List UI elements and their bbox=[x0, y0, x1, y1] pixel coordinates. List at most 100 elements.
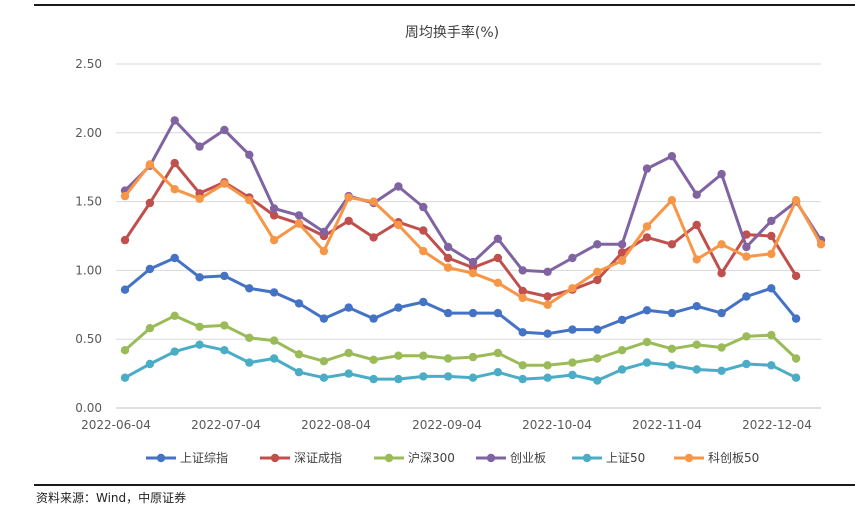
y-tick-label: 1.50 bbox=[75, 195, 102, 209]
data-point bbox=[245, 358, 254, 367]
data-point bbox=[717, 308, 726, 318]
data-point bbox=[518, 361, 527, 370]
data-point bbox=[543, 292, 552, 301]
x-axis: 2022-06-04 2022-07-04 2022-08-04 2022-09-04… bbox=[81, 407, 821, 432]
x-tick-label: 2022-12-04 bbox=[742, 418, 812, 432]
data-point bbox=[369, 233, 378, 242]
series-上证50 bbox=[120, 340, 801, 385]
data-point bbox=[220, 271, 229, 281]
x-tick-label: 2022-06-04 bbox=[81, 418, 151, 432]
data-point bbox=[617, 256, 627, 265]
y-tick-label: 0.50 bbox=[75, 332, 102, 346]
data-point bbox=[667, 308, 677, 318]
data-point bbox=[667, 361, 677, 370]
data-point bbox=[344, 216, 353, 226]
data-point bbox=[468, 373, 478, 382]
data-point bbox=[493, 253, 503, 263]
data-point bbox=[717, 269, 726, 278]
series-创业板 bbox=[120, 116, 826, 276]
data-point bbox=[518, 374, 527, 384]
legend-label: 上证50 bbox=[606, 451, 645, 465]
data-point bbox=[220, 125, 229, 135]
data-point bbox=[593, 325, 602, 334]
data-point bbox=[319, 373, 329, 382]
data-point bbox=[443, 308, 453, 318]
data-point bbox=[568, 358, 577, 367]
data-point bbox=[593, 354, 602, 363]
data-point bbox=[344, 193, 353, 202]
legend-label: 科创板50 bbox=[708, 451, 759, 465]
data-point bbox=[543, 361, 552, 370]
data-point bbox=[518, 266, 527, 275]
data-point bbox=[319, 357, 329, 366]
data-point bbox=[145, 264, 155, 274]
data-point bbox=[394, 220, 403, 230]
data-point bbox=[294, 368, 304, 377]
data-point bbox=[220, 179, 229, 188]
data-point bbox=[791, 354, 801, 363]
series-上证综指 bbox=[120, 253, 801, 338]
data-point bbox=[742, 332, 751, 341]
data-point bbox=[493, 348, 503, 358]
data-point bbox=[518, 293, 527, 303]
data-point bbox=[245, 150, 254, 159]
data-point bbox=[245, 284, 254, 293]
legend-item: 科创板50 bbox=[674, 451, 759, 465]
data-point bbox=[767, 330, 776, 340]
grid-lines bbox=[116, 63, 821, 340]
data-point bbox=[195, 322, 204, 331]
legend: 上证综指 深证成指 沪深300 创业板 上证50 科创板50 bbox=[146, 450, 759, 465]
data-point bbox=[369, 197, 378, 206]
data-point bbox=[443, 372, 453, 381]
legend-item: 创业板 bbox=[476, 451, 546, 465]
data-point bbox=[344, 369, 353, 378]
data-point bbox=[568, 325, 577, 334]
data-point bbox=[543, 267, 552, 276]
data-point bbox=[344, 303, 353, 312]
data-point bbox=[394, 351, 403, 360]
data-point bbox=[642, 164, 652, 173]
legend-label: 深证成指 bbox=[294, 450, 342, 465]
data-point bbox=[120, 235, 130, 245]
data-point bbox=[120, 191, 130, 201]
data-point bbox=[816, 240, 826, 249]
data-point bbox=[593, 267, 602, 276]
data-point bbox=[120, 373, 130, 382]
data-point bbox=[468, 308, 478, 318]
data-point bbox=[369, 374, 378, 384]
y-tick-label: 2.00 bbox=[75, 126, 102, 140]
data-point bbox=[717, 169, 726, 179]
legend-swatch-marker bbox=[156, 453, 166, 463]
data-point bbox=[791, 373, 801, 382]
data-point bbox=[767, 216, 776, 226]
data-point bbox=[692, 340, 701, 349]
data-point bbox=[767, 361, 776, 370]
y-tick-label: 0.00 bbox=[75, 401, 102, 415]
data-point bbox=[742, 359, 751, 369]
data-point bbox=[269, 336, 279, 345]
series-line bbox=[123, 162, 823, 307]
data-point bbox=[692, 220, 701, 230]
data-point bbox=[493, 368, 503, 377]
data-point bbox=[170, 185, 179, 194]
data-point bbox=[394, 182, 403, 191]
data-point bbox=[568, 284, 577, 293]
data-point bbox=[617, 346, 627, 355]
data-point bbox=[518, 286, 527, 296]
data-point bbox=[717, 366, 726, 375]
data-point bbox=[767, 249, 776, 259]
data-point bbox=[369, 355, 378, 364]
data-point bbox=[692, 365, 701, 374]
data-point bbox=[717, 240, 726, 249]
data-point bbox=[319, 246, 329, 256]
data-point bbox=[617, 365, 627, 374]
data-point bbox=[419, 202, 428, 212]
top-rule bbox=[34, 4, 855, 6]
data-point bbox=[145, 324, 155, 333]
data-point bbox=[593, 376, 602, 385]
data-point bbox=[294, 299, 304, 308]
data-point bbox=[791, 314, 801, 323]
data-point bbox=[245, 333, 254, 342]
data-point bbox=[269, 235, 279, 245]
data-point bbox=[493, 308, 503, 318]
